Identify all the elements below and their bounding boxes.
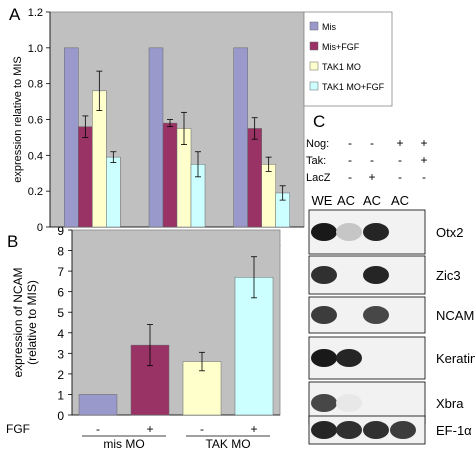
y-tick-label-b: 9 bbox=[57, 224, 64, 238]
y-tick-label-a: 0 bbox=[37, 222, 43, 234]
y-tick-label-a: 0.6 bbox=[28, 115, 43, 127]
gel-condition-value: - bbox=[398, 153, 402, 167]
gel-row-label: Zic3 bbox=[436, 268, 461, 283]
legend-label-a: TAK1 MO bbox=[322, 62, 361, 72]
y-axis-label-a: expression relative to MIS bbox=[12, 56, 24, 183]
bar-b-3 bbox=[234, 277, 274, 416]
legend-swatch-a bbox=[309, 41, 319, 51]
gel-condition-label: Nog: bbox=[306, 138, 329, 150]
gel-condition-value: - bbox=[370, 136, 374, 150]
gel-band bbox=[363, 306, 389, 324]
gel-row-label: Keratin bbox=[436, 351, 475, 366]
gel-band bbox=[336, 394, 362, 412]
y-tick-label-b: 7 bbox=[57, 265, 64, 279]
gel-band bbox=[363, 421, 389, 439]
y-tick-label-b: 2 bbox=[57, 368, 64, 382]
y-tick-label-a: 0.2 bbox=[28, 186, 43, 198]
y-axis-label-b: expression of NCAM bbox=[11, 267, 25, 377]
bar-a-xvent1-0 bbox=[233, 47, 248, 228]
gel-band bbox=[311, 266, 337, 284]
y-tick-label-b: 5 bbox=[57, 306, 64, 320]
gel-row-label: NCAM bbox=[436, 308, 474, 323]
gel-condition-value: + bbox=[368, 170, 375, 184]
y-tick-label-a: 0.8 bbox=[28, 79, 43, 91]
gel-band bbox=[311, 223, 337, 241]
bar-a-bmp4-3 bbox=[106, 156, 121, 228]
gel-row-label: Xbra bbox=[436, 396, 464, 411]
fgf-label-b: FGF bbox=[6, 422, 30, 436]
bar-a-xvent1-2 bbox=[261, 164, 276, 228]
gel-condition-value: - bbox=[398, 170, 402, 184]
y-tick-label-b: 6 bbox=[57, 286, 64, 300]
gel-condition-value: - bbox=[348, 136, 352, 150]
legend-swatch-a bbox=[309, 61, 319, 71]
bar-a-bmp4-1 bbox=[78, 126, 93, 228]
gel-band bbox=[336, 223, 362, 241]
gel-condition-value: + bbox=[420, 153, 427, 167]
gel-band bbox=[336, 349, 362, 367]
gel-condition-label: Tak: bbox=[306, 155, 326, 167]
gel-band bbox=[311, 394, 337, 412]
gel-row-label: EF-1α bbox=[436, 423, 472, 438]
panel-label-a: A bbox=[9, 5, 21, 24]
bar-a-gata4-0 bbox=[148, 47, 164, 228]
gel-condition-value: + bbox=[420, 136, 427, 150]
legend-swatch-a bbox=[309, 81, 319, 91]
fgf-state-b: - bbox=[96, 422, 100, 436]
y-axis-label-b: (relative to MIS) bbox=[25, 280, 39, 365]
gel-condition-value: - bbox=[348, 153, 352, 167]
gel-band bbox=[311, 306, 337, 324]
gel-lane-label: AC bbox=[391, 193, 409, 208]
panel-label-b: B bbox=[7, 232, 18, 251]
y-tick-label-a: 1.0 bbox=[28, 43, 43, 55]
y-tick-label-b: 4 bbox=[57, 327, 64, 341]
bar-a-bmp4-0 bbox=[64, 47, 79, 228]
gel-band bbox=[336, 421, 362, 439]
bar-a-gata4-1 bbox=[162, 122, 178, 228]
panel-label-c: C bbox=[313, 112, 325, 131]
fgf-state-b: - bbox=[200, 422, 204, 436]
gel-band bbox=[363, 266, 389, 284]
group-label-b: mis MO bbox=[103, 437, 144, 449]
gel-row-label: Otx2 bbox=[436, 225, 463, 240]
y-tick-label-a: 0.4 bbox=[28, 150, 43, 162]
y-tick-label-b: 8 bbox=[57, 245, 64, 259]
gel-band bbox=[311, 349, 337, 367]
gel-lane-label: AC bbox=[337, 193, 355, 208]
bar-b-0 bbox=[78, 394, 118, 416]
y-tick-label-b: 3 bbox=[57, 347, 64, 361]
gel-band bbox=[363, 223, 389, 241]
fgf-state-b: + bbox=[250, 422, 257, 436]
group-label-b: TAK MO bbox=[205, 437, 250, 449]
legend-swatch-a bbox=[309, 21, 319, 31]
gel-condition-label: LacZ bbox=[306, 172, 331, 184]
y-tick-label-a: 1.2 bbox=[28, 7, 43, 19]
gel-lane-label: WE bbox=[312, 193, 333, 208]
bar-a-xvent1-1 bbox=[247, 128, 262, 228]
gel-lane-label: AC bbox=[363, 193, 381, 208]
gel-band bbox=[311, 421, 337, 439]
gel-condition-value: + bbox=[396, 136, 403, 150]
legend-label-a: Mis bbox=[322, 22, 336, 32]
gel-condition-value: - bbox=[370, 153, 374, 167]
legend-a bbox=[303, 11, 393, 107]
fgf-state-b: + bbox=[146, 422, 153, 436]
gel-condition-value: - bbox=[348, 170, 352, 184]
legend-label-a: Mis+FGF bbox=[322, 42, 360, 52]
gel-band bbox=[390, 421, 416, 439]
gel-condition-value: - bbox=[422, 170, 426, 184]
bar-a-bmp4-2 bbox=[92, 90, 107, 228]
y-tick-label-b: 0 bbox=[57, 409, 64, 423]
y-tick-label-b: 1 bbox=[57, 388, 64, 402]
legend-label-a: TAK1 MO+FGF bbox=[322, 82, 385, 92]
